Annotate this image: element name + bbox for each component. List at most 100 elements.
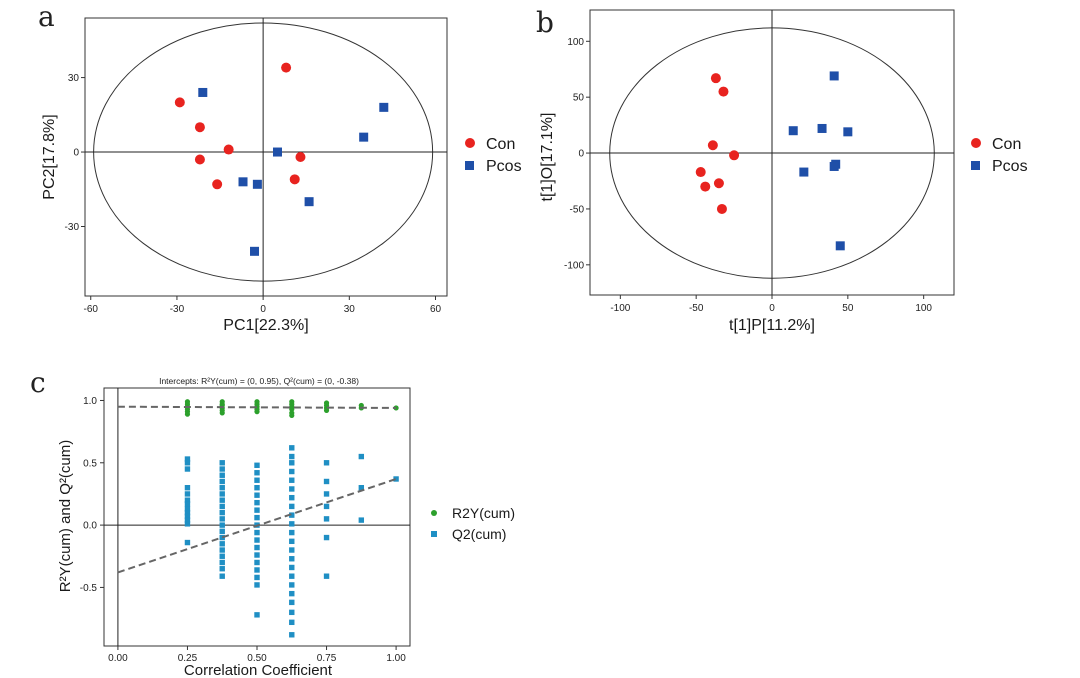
q2-point (289, 521, 295, 527)
q2-point (219, 541, 225, 547)
q2-point (254, 552, 260, 558)
q2-point (289, 619, 295, 626)
q2-point (289, 609, 295, 616)
q2-point (219, 516, 225, 522)
y-tick-label: 0.0 (83, 521, 97, 532)
pcos-point (788, 126, 798, 136)
y-tick-label: -30 (65, 222, 80, 233)
r2y-point (323, 407, 330, 414)
permutation-test-panel: Intercepts: R²Y(cum) = (0, 0.95), Q²(cum… (57, 376, 515, 678)
con-point (695, 167, 706, 178)
q2-point (254, 485, 260, 491)
q2-point (184, 456, 191, 462)
con-point (212, 179, 223, 190)
y-axis-label: t[1]O[17.1%] (539, 113, 556, 202)
legend: R2Y(cum) Q2(cum) (431, 505, 515, 542)
x-tick-label: 0.00 (108, 653, 128, 664)
q2-point (323, 503, 330, 510)
r2ycum-regression-line (117, 405, 397, 409)
q2-point (289, 573, 295, 579)
q2-point (289, 590, 295, 597)
q2-point (219, 566, 225, 572)
q2-point (323, 478, 330, 485)
x-tick-label: 30 (344, 304, 356, 315)
q2-point (184, 539, 191, 546)
con-point (223, 144, 234, 155)
q2-point (289, 556, 295, 562)
legend-pcos-label: Pcos (486, 158, 522, 175)
pcos-point (252, 179, 262, 189)
q2-point (289, 477, 295, 483)
q2-point (289, 512, 295, 518)
q2-point (219, 573, 225, 579)
q2-point (323, 573, 330, 579)
y-tick-label: 0.5 (83, 458, 97, 469)
x-tick-label: 1.00 (386, 653, 406, 664)
x-tick-label: 0 (260, 304, 266, 315)
legend-con-marker (465, 138, 475, 148)
q2-point (184, 485, 191, 491)
x-tick-label: -30 (170, 304, 185, 315)
con-point (718, 86, 729, 97)
q2-point (323, 491, 330, 497)
q2-point (219, 547, 225, 553)
q2-point (184, 506, 191, 512)
y-tick-label: -0.5 (80, 583, 98, 594)
y-tick-label: 1.0 (83, 396, 97, 407)
pcos-point (250, 246, 260, 256)
q2-point (254, 529, 260, 536)
q2-point (219, 491, 225, 497)
x-tick-label: -50 (689, 303, 704, 314)
q2-point (184, 501, 191, 507)
con-point (729, 150, 740, 161)
x-tick-label: 0.50 (247, 653, 267, 664)
q2-point (219, 478, 225, 485)
con-point (289, 174, 300, 185)
q2-point (184, 521, 191, 527)
q2-point (323, 534, 330, 541)
q2-point (219, 509, 225, 516)
q2-point (323, 516, 330, 522)
x-tick-label: 100 (915, 303, 932, 314)
legend-pcos-label: Pcos (992, 158, 1028, 175)
con-point (713, 178, 724, 189)
pcos-point (829, 161, 839, 171)
r2y-point (219, 410, 225, 416)
x-tick-label: 50 (842, 303, 854, 314)
q2-point (184, 466, 191, 472)
pcos-point (843, 127, 853, 137)
x-tick-label: 0.25 (178, 653, 198, 664)
con-point (174, 97, 185, 108)
pcos-point (817, 123, 827, 133)
q2-point (254, 537, 260, 543)
q2-point (219, 503, 225, 510)
q2-point (184, 513, 191, 520)
q2-point (289, 599, 295, 606)
q2-point (219, 559, 225, 566)
plot-frame (84, 17, 448, 297)
q2-point (254, 574, 260, 581)
pcos-point (238, 177, 248, 187)
legend: Con Pcos (465, 136, 522, 175)
q2-point (184, 460, 191, 466)
pcos-point (835, 241, 845, 251)
con-point (295, 152, 306, 162)
pcos-point (359, 132, 369, 142)
q2-point (289, 468, 295, 475)
y-tick-label: -100 (564, 260, 584, 271)
chart-subtitle: Intercepts: R²Y(cum) = (0, 0.95), Q²(cum… (159, 376, 359, 386)
q2-point (254, 470, 260, 476)
legend-con-marker (971, 138, 981, 148)
q2-point (184, 517, 191, 523)
q2-point (289, 453, 295, 460)
q2-point (254, 492, 260, 498)
y-axis-label: PC2[17.8%] (41, 114, 58, 199)
panel-letter-a: a (38, 0, 55, 33)
q2-point (323, 460, 330, 466)
x-tick-label: 60 (430, 304, 442, 315)
r2y-point (184, 411, 191, 417)
con-point (710, 73, 721, 84)
q2-point (219, 460, 225, 466)
q2-point (219, 497, 225, 503)
